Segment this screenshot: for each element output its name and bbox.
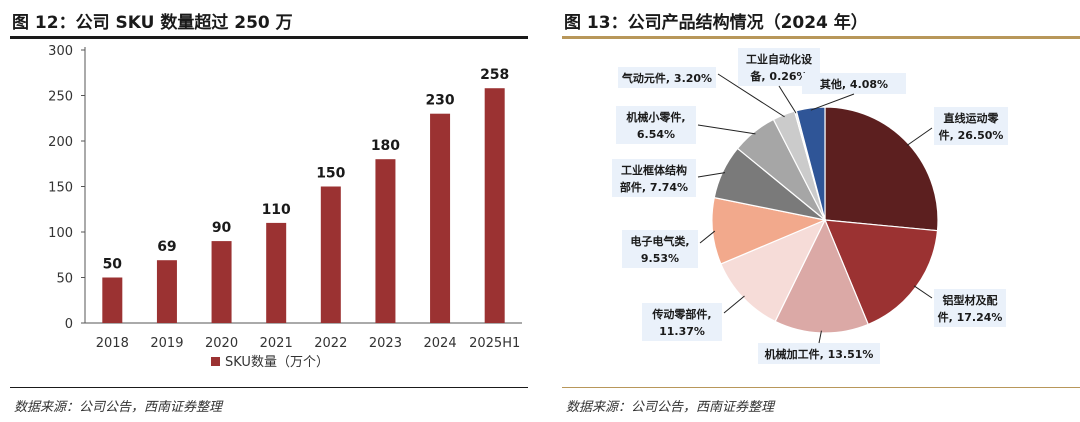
pie-data-label: 铝型材及配 [943,293,998,307]
pie-data-label: 气动元件, 3.20% [621,71,712,85]
pie-data-label: 9.53% [641,252,679,265]
pie-label-box [758,343,880,364]
pie-slice [824,106,939,232]
pie-label-box [802,73,906,94]
x-tick-label: 2025H1 [469,336,520,351]
bar-data-label: 230 [425,93,454,109]
pie-data-label: 电子电气类, [630,234,689,248]
pie-leader-line [723,295,745,314]
sku-source-rule [10,387,528,388]
pie-leader-line [717,73,785,118]
y-tick-label: 200 [48,135,73,150]
pie-data-label: 直线运动零 [944,111,1000,125]
pie-data-label: 件, 26.50% [939,128,1004,142]
sku-bar [430,113,451,323]
bar-data-label: 258 [480,67,509,83]
y-tick-label: 150 [48,181,73,196]
x-tick-label: 2021 [260,336,293,351]
pie-label-box [616,106,696,144]
x-tick-label: 2022 [314,336,347,351]
pie-data-label: 工业框体结构 [621,163,687,177]
legend-label: SKU数量（万个） [225,355,329,370]
sku-bar [484,88,505,323]
pie-data-label: 机械小零件, [626,110,685,124]
pie-leader-line [906,127,933,146]
x-tick-label: 2018 [96,336,129,351]
pie-data-label: 传动零部件, [651,307,711,321]
pie-leader-line [697,172,726,178]
pie-data-label: 件, 17.24% [938,310,1003,324]
pie-label-box [642,303,722,341]
bar-data-label: 69 [157,239,176,255]
pie-leader-line [810,93,855,111]
pie-data-label: 备, 0.26% [749,69,807,83]
pie-leader-line [913,285,933,299]
pie-label-box [618,67,716,88]
pie-slice [795,106,826,221]
legend-swatch [211,357,220,366]
sku-title-rule [10,36,528,39]
x-tick-label: 2024 [424,336,457,351]
bar-data-label: 50 [103,257,123,273]
sku-bar [211,241,232,323]
product-source-note: 数据来源：公司公告，西南证券整理 [566,400,775,415]
bar-data-label: 110 [262,202,291,218]
pie-data-label: 其他, 4.08% [820,77,888,91]
pie-leader-line [699,230,716,244]
pie-data-label: 工业自动化设 [746,52,813,66]
y-tick-label: 250 [48,90,73,105]
sku-bar [375,159,396,323]
bar-data-label: 90 [212,220,232,236]
x-tick-label: 2019 [150,336,183,351]
x-tick-label: 2020 [205,336,238,351]
sku-bar [102,277,123,323]
sku-panel: 图 12：公司 SKU 数量超过 250 万 0 50 100 150 200 250 30… [0,0,528,422]
pie-label-box [934,107,1008,145]
pie-data-label: 6.54% [637,128,675,141]
bar-data-label: 180 [371,138,400,154]
pie-label-box [622,230,698,268]
pie-label-box [612,159,696,197]
pie-data-label: 机械加工件, 13.51% [765,347,874,361]
x-tick-label: 2023 [369,336,402,351]
pie-data-label: 部件, 7.74% [620,180,688,194]
pie-leader-line [818,330,822,344]
pie-label-box [934,289,1006,327]
product-source-rule [562,387,1080,388]
pie-data-label: 11.37% [659,325,705,338]
product-title-rule [562,36,1080,39]
sku-source-note: 数据来源：公司公告，西南证券整理 [14,400,223,415]
pie-leader-line [697,124,756,135]
sku-figure-title: 图 12：公司 SKU 数量超过 250 万 [12,13,293,33]
y-tick-label: 300 [48,44,73,59]
y-tick-label: 100 [48,226,73,241]
product-figure-title: 图 13：公司产品结构情况（2024 年） [564,13,868,33]
sku-bar-chart: 0 50 100 150 200 250 300 50 2018 69 2019 90 2020 110 2… [48,44,522,370]
product-panel: 图 13：公司产品结构情况（2024 年） 直线运动零件, 26.50% 铝型材及… [552,0,1080,422]
sku-bar [156,260,177,323]
sku-bar [266,222,287,323]
bar-data-label: 150 [316,166,345,182]
sku-bar [320,186,341,323]
y-tick-label: 0 [65,317,73,332]
pie-leader-line [778,85,797,114]
y-tick-label: 50 [56,272,73,287]
